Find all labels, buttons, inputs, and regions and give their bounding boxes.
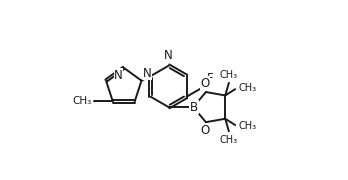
Text: N: N (164, 49, 173, 62)
Text: CH₃: CH₃ (220, 135, 238, 145)
Text: B: B (190, 101, 198, 114)
Text: N: N (142, 67, 151, 80)
Text: O: O (200, 124, 209, 137)
Text: CH₃: CH₃ (238, 121, 256, 131)
Text: N: N (114, 69, 123, 82)
Text: CH₃: CH₃ (73, 96, 92, 107)
Text: O: O (200, 77, 209, 90)
Text: F: F (207, 72, 213, 85)
Text: CH₃: CH₃ (238, 83, 256, 93)
Text: CH₃: CH₃ (220, 70, 238, 80)
